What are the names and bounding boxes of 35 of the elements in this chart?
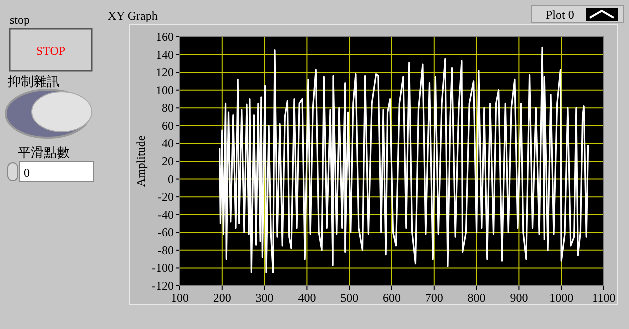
y-tick-label: 20	[162, 154, 174, 168]
y-tick-label: -60	[158, 226, 174, 240]
y-tick-label: 60	[162, 118, 174, 133]
y-tick-label: 0	[168, 172, 174, 186]
chart-title: XY Graph	[108, 9, 158, 23]
y-tick-label: 160	[156, 30, 174, 44]
x-tick-label: 1000	[550, 291, 574, 305]
y-tick-label: -80	[158, 243, 174, 258]
y-tick-label: 100	[156, 83, 174, 98]
y-tick-label: -100	[152, 261, 174, 276]
x-tick-label: 1100	[592, 291, 616, 305]
y-tick-label: -120	[152, 279, 174, 293]
x-tick-label: 200	[213, 291, 232, 305]
y-tick-label: 40	[162, 136, 174, 151]
x-tick-label: 900	[510, 291, 528, 305]
x-tick-label: 300	[256, 291, 274, 305]
text: 0	[24, 166, 30, 180]
x-tick-label: 500	[340, 291, 359, 305]
text: 抑制雜訊	[8, 74, 60, 89]
x-tick-label: 800	[468, 291, 486, 305]
legend: Plot 0	[532, 6, 624, 24]
x-tick-label: 100	[171, 291, 189, 305]
y-tick-label: -20	[158, 190, 174, 204]
y-tick-label: 140	[156, 48, 174, 62]
text: 平滑點數	[18, 145, 70, 160]
text: stop	[10, 13, 30, 27]
x-tick-label: 700	[425, 291, 444, 305]
y-axis-title: Amplitude	[134, 136, 148, 188]
text: STOP	[36, 44, 66, 58]
y-tick-label: 120	[156, 66, 174, 80]
y-tick-label: 80	[162, 101, 174, 116]
x-tick-label: 400	[298, 291, 316, 305]
legend-label: Plot 0	[546, 8, 574, 22]
y-tick-label: -40	[158, 208, 174, 222]
x-tick-label: 600	[383, 291, 401, 305]
